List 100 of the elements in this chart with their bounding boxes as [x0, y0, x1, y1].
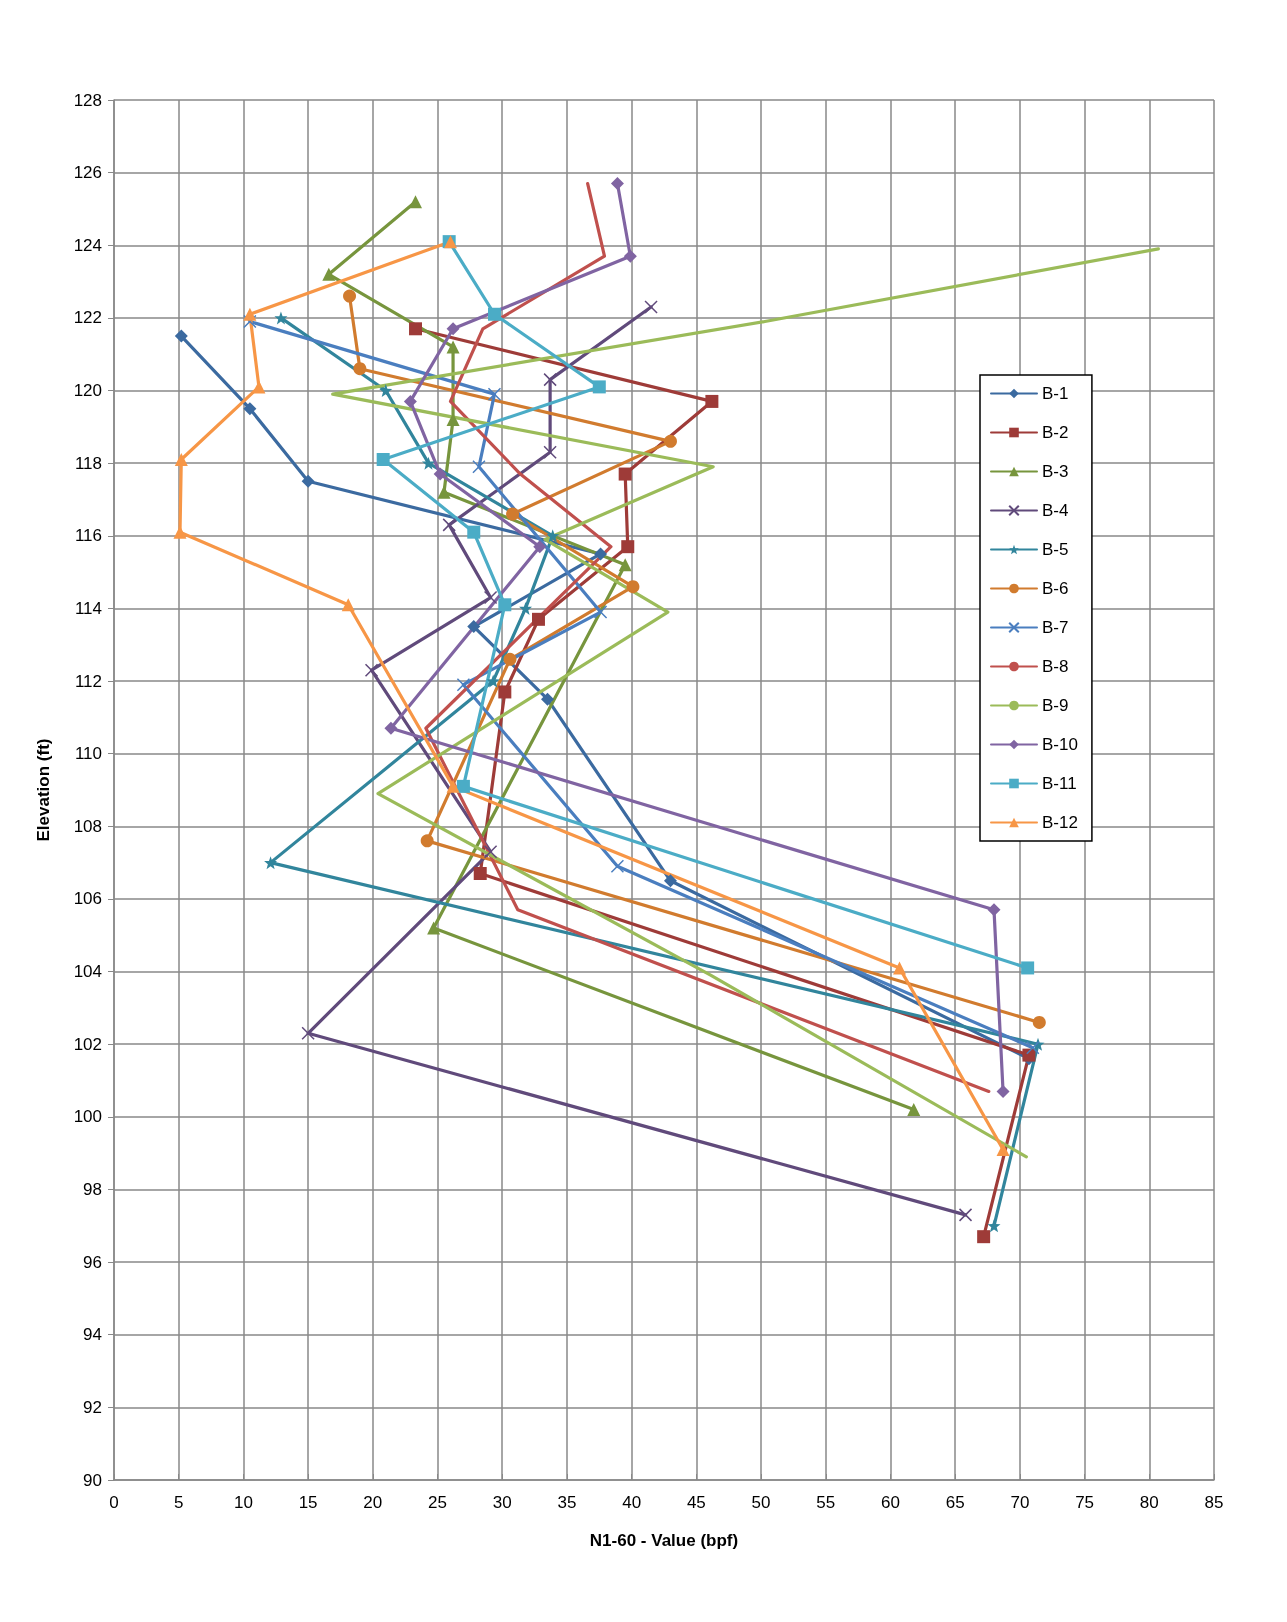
point — [618, 467, 632, 481]
point — [473, 867, 487, 881]
legend-label: B-4 — [1042, 501, 1069, 520]
point — [174, 453, 188, 467]
point — [623, 249, 637, 263]
point — [519, 601, 533, 615]
point — [1022, 1048, 1036, 1062]
point — [987, 903, 1001, 917]
point — [592, 380, 606, 394]
point — [252, 380, 266, 394]
point — [442, 518, 456, 532]
legend-label: B-5 — [1042, 540, 1069, 559]
point — [996, 1084, 1010, 1098]
point — [907, 1103, 921, 1117]
legend-label: B-7 — [1042, 618, 1069, 637]
x-tick-label: 5 — [173, 1493, 184, 1512]
y-tick-label: 122 — [73, 308, 102, 328]
x-tick-label: 85 — [1204, 1493, 1224, 1512]
x-tick-label: 50 — [751, 1493, 771, 1512]
point — [409, 195, 423, 209]
point — [506, 507, 520, 521]
legend-label: B-3 — [1042, 462, 1069, 481]
x-tick-label: 45 — [686, 1493, 706, 1512]
x-tick-label: 40 — [622, 1493, 642, 1512]
y-tick-label: 124 — [73, 235, 102, 255]
y-tick-label: 98 — [83, 1179, 102, 1199]
point — [498, 685, 512, 699]
legend-label: B-2 — [1042, 423, 1069, 442]
point — [301, 474, 315, 488]
point — [626, 580, 640, 594]
point — [243, 307, 257, 321]
point — [467, 620, 481, 634]
point — [610, 859, 625, 874]
point — [487, 387, 502, 401]
point — [1021, 961, 1035, 975]
legend-label: B-11 — [1042, 774, 1077, 793]
y-tick-label: 110 — [74, 744, 102, 764]
point — [531, 612, 545, 626]
point — [420, 834, 434, 848]
point — [543, 372, 557, 387]
point — [503, 652, 517, 666]
point — [403, 394, 417, 408]
y-tick-label: 106 — [73, 889, 102, 909]
y-tick-label: 126 — [73, 163, 102, 183]
point — [446, 340, 460, 354]
legend-label: B-1 — [1042, 384, 1069, 403]
y-tick-label: 102 — [73, 1034, 102, 1054]
point — [446, 413, 460, 427]
y-tick-label: 100 — [73, 1107, 102, 1127]
point — [593, 605, 608, 619]
x-tick-label: 60 — [881, 1493, 900, 1512]
legend-label: B-6 — [1042, 579, 1069, 598]
y-axis-title: Elevation (ft) — [34, 738, 53, 842]
point — [987, 1219, 1001, 1233]
point — [618, 558, 632, 572]
legend-label: B-8 — [1042, 657, 1069, 676]
point — [705, 394, 719, 408]
point — [456, 677, 471, 692]
y-tick-label: 96 — [83, 1252, 102, 1272]
x-tick-label: 30 — [492, 1493, 512, 1512]
point — [472, 460, 486, 474]
x-tick-label: 20 — [363, 1493, 383, 1512]
line-series — [331, 247, 1160, 1159]
y-tick-label: 108 — [73, 816, 102, 836]
point — [541, 692, 555, 706]
x-tick-label: 70 — [1010, 1493, 1030, 1512]
x-tick-label: 75 — [1075, 1493, 1095, 1512]
point — [409, 322, 423, 336]
y-tick-label: 118 — [74, 453, 102, 473]
y-tick-label: 104 — [73, 962, 102, 982]
x-tick-label: 0 — [109, 1493, 119, 1512]
x-tick-label: 35 — [557, 1493, 577, 1512]
point — [1026, 1041, 1040, 1055]
y-tick-label: 120 — [73, 381, 102, 401]
x-tick-label: 15 — [298, 1493, 318, 1512]
point — [977, 1230, 991, 1244]
point — [384, 721, 398, 735]
point — [341, 598, 355, 612]
point — [546, 529, 560, 543]
point — [533, 540, 547, 554]
point — [487, 307, 501, 321]
point — [498, 598, 512, 612]
y-tick-label: 90 — [83, 1470, 102, 1490]
point — [1032, 1015, 1046, 1029]
y-tick-label: 114 — [74, 598, 102, 618]
point — [958, 1208, 973, 1222]
point — [353, 362, 367, 376]
y-tick-label: 94 — [83, 1325, 102, 1345]
legend-label: B-10 — [1042, 735, 1078, 754]
point — [421, 456, 435, 470]
point — [446, 779, 460, 793]
x-tick-label: 25 — [428, 1493, 447, 1512]
x-tick-label: 10 — [233, 1493, 253, 1512]
point — [594, 547, 608, 561]
point — [243, 314, 257, 329]
point — [543, 445, 557, 460]
point — [379, 384, 393, 398]
point — [621, 540, 635, 554]
legend-label: B-9 — [1042, 696, 1069, 715]
y-tick-label: 92 — [83, 1397, 102, 1417]
